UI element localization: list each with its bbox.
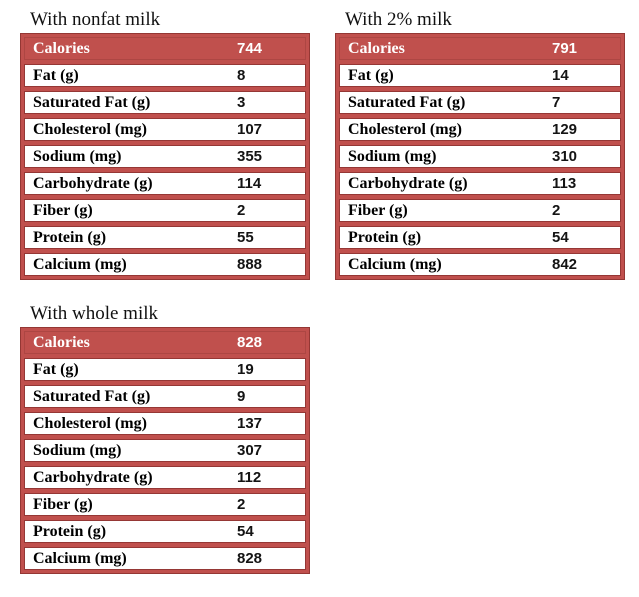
row-value: 8 bbox=[237, 67, 246, 84]
nutrition-table-whole-milk: Calories 828 Fat (g) 19 Saturated Fat (g… bbox=[20, 327, 310, 574]
row-value: 107 bbox=[237, 121, 263, 138]
row-label: Calories bbox=[348, 39, 405, 57]
row-value: 888 bbox=[237, 256, 263, 273]
row-label: Carbohydrate (g) bbox=[33, 174, 153, 192]
row-label: Calcium (mg) bbox=[348, 255, 442, 273]
row-label: Saturated Fat (g) bbox=[33, 387, 151, 405]
nutrition-card-nonfat-milk: With nonfat milk Calories 744 Fat (g) 8 … bbox=[20, 8, 310, 280]
row-value: 54 bbox=[552, 229, 569, 246]
nutrition-table-2pct-milk: Calories 791 Fat (g) 14 Saturated Fat (g… bbox=[335, 33, 625, 280]
table-row: Carbohydrate (g) 113 bbox=[339, 172, 621, 195]
table-row: Protein (g) 54 bbox=[339, 226, 621, 249]
row-value: 842 bbox=[552, 256, 578, 273]
table-row: Cholesterol (mg) 129 bbox=[339, 118, 621, 141]
row-label: Fiber (g) bbox=[348, 201, 408, 219]
row-label: Fat (g) bbox=[348, 66, 394, 84]
row-label: Carbohydrate (g) bbox=[348, 174, 468, 192]
table-header-row: Calories 791 bbox=[339, 37, 621, 60]
row-value: 114 bbox=[237, 175, 262, 192]
row-value: 54 bbox=[237, 523, 254, 540]
row-value: 2 bbox=[237, 202, 246, 219]
table-row: Cholesterol (mg) 107 bbox=[24, 118, 306, 141]
row-value: 14 bbox=[552, 67, 569, 84]
row-value: 310 bbox=[552, 148, 578, 165]
table-row: Carbohydrate (g) 112 bbox=[24, 466, 306, 489]
row-value: 113 bbox=[552, 175, 577, 192]
row-value: 7 bbox=[552, 94, 561, 111]
table-row: Saturated Fat (g) 3 bbox=[24, 91, 306, 114]
table-row: Fat (g) 19 bbox=[24, 358, 306, 381]
nutrition-card-whole-milk: With whole milk Calories 828 Fat (g) 19 … bbox=[20, 302, 310, 574]
table-row: Sodium (mg) 310 bbox=[339, 145, 621, 168]
row-label: Fat (g) bbox=[33, 66, 79, 84]
table-row: Protein (g) 55 bbox=[24, 226, 306, 249]
row-value: 9 bbox=[237, 388, 246, 405]
table-title: With 2% milk bbox=[345, 9, 452, 30]
row-label: Protein (g) bbox=[33, 522, 107, 540]
table-row: Saturated Fat (g) 7 bbox=[339, 91, 621, 114]
row-label: Saturated Fat (g) bbox=[33, 93, 151, 111]
row-value: 828 bbox=[237, 334, 263, 351]
row-label: Sodium (mg) bbox=[33, 147, 122, 165]
row-value: 2 bbox=[237, 496, 246, 513]
row-label: Fiber (g) bbox=[33, 201, 93, 219]
row-label: Calories bbox=[33, 39, 90, 57]
row-label: Carbohydrate (g) bbox=[33, 468, 153, 486]
table-title: With whole milk bbox=[30, 303, 158, 324]
table-row: Fat (g) 14 bbox=[339, 64, 621, 87]
row-label: Sodium (mg) bbox=[33, 441, 122, 459]
row-label: Cholesterol (mg) bbox=[348, 120, 462, 138]
row-value: 828 bbox=[237, 550, 263, 567]
table-row: Sodium (mg) 355 bbox=[24, 145, 306, 168]
table-row: Calcium (mg) 842 bbox=[339, 253, 621, 276]
row-label: Fat (g) bbox=[33, 360, 79, 378]
table-row: Fat (g) 8 bbox=[24, 64, 306, 87]
table-header-row: Calories 828 bbox=[24, 331, 306, 354]
table-row: Calcium (mg) 888 bbox=[24, 253, 306, 276]
row-value: 307 bbox=[237, 442, 263, 459]
nutrition-card-2pct-milk: With 2% milk Calories 791 Fat (g) 14 Sat… bbox=[335, 8, 625, 280]
row-value: 19 bbox=[237, 361, 254, 378]
table-row: Fiber (g) 2 bbox=[24, 199, 306, 222]
row-label: Calcium (mg) bbox=[33, 255, 127, 273]
table-row: Calcium (mg) 828 bbox=[24, 547, 306, 570]
row-value: 137 bbox=[237, 415, 263, 432]
row-value: 129 bbox=[552, 121, 578, 138]
row-value: 55 bbox=[237, 229, 254, 246]
table-row: Sodium (mg) 307 bbox=[24, 439, 306, 462]
row-value: 2 bbox=[552, 202, 561, 219]
row-label: Fiber (g) bbox=[33, 495, 93, 513]
row-label: Cholesterol (mg) bbox=[33, 120, 147, 138]
row-value: 355 bbox=[237, 148, 263, 165]
row-value: 112 bbox=[237, 469, 262, 486]
table-row: Saturated Fat (g) 9 bbox=[24, 385, 306, 408]
table-row: Carbohydrate (g) 114 bbox=[24, 172, 306, 195]
row-label: Sodium (mg) bbox=[348, 147, 437, 165]
row-label: Protein (g) bbox=[348, 228, 422, 246]
row-value: 791 bbox=[552, 40, 578, 57]
row-value: 3 bbox=[237, 94, 246, 111]
row-label: Saturated Fat (g) bbox=[348, 93, 466, 111]
table-header-row: Calories 744 bbox=[24, 37, 306, 60]
table-title: With nonfat milk bbox=[30, 9, 161, 30]
table-row: Fiber (g) 2 bbox=[339, 199, 621, 222]
row-value: 744 bbox=[237, 40, 263, 57]
row-label: Calcium (mg) bbox=[33, 549, 127, 567]
nutrition-table-nonfat-milk: Calories 744 Fat (g) 8 Saturated Fat (g)… bbox=[20, 33, 310, 280]
row-label: Calories bbox=[33, 333, 90, 351]
row-label: Cholesterol (mg) bbox=[33, 414, 147, 432]
table-row: Fiber (g) 2 bbox=[24, 493, 306, 516]
table-row: Protein (g) 54 bbox=[24, 520, 306, 543]
table-row: Cholesterol (mg) 137 bbox=[24, 412, 306, 435]
row-label: Protein (g) bbox=[33, 228, 107, 246]
